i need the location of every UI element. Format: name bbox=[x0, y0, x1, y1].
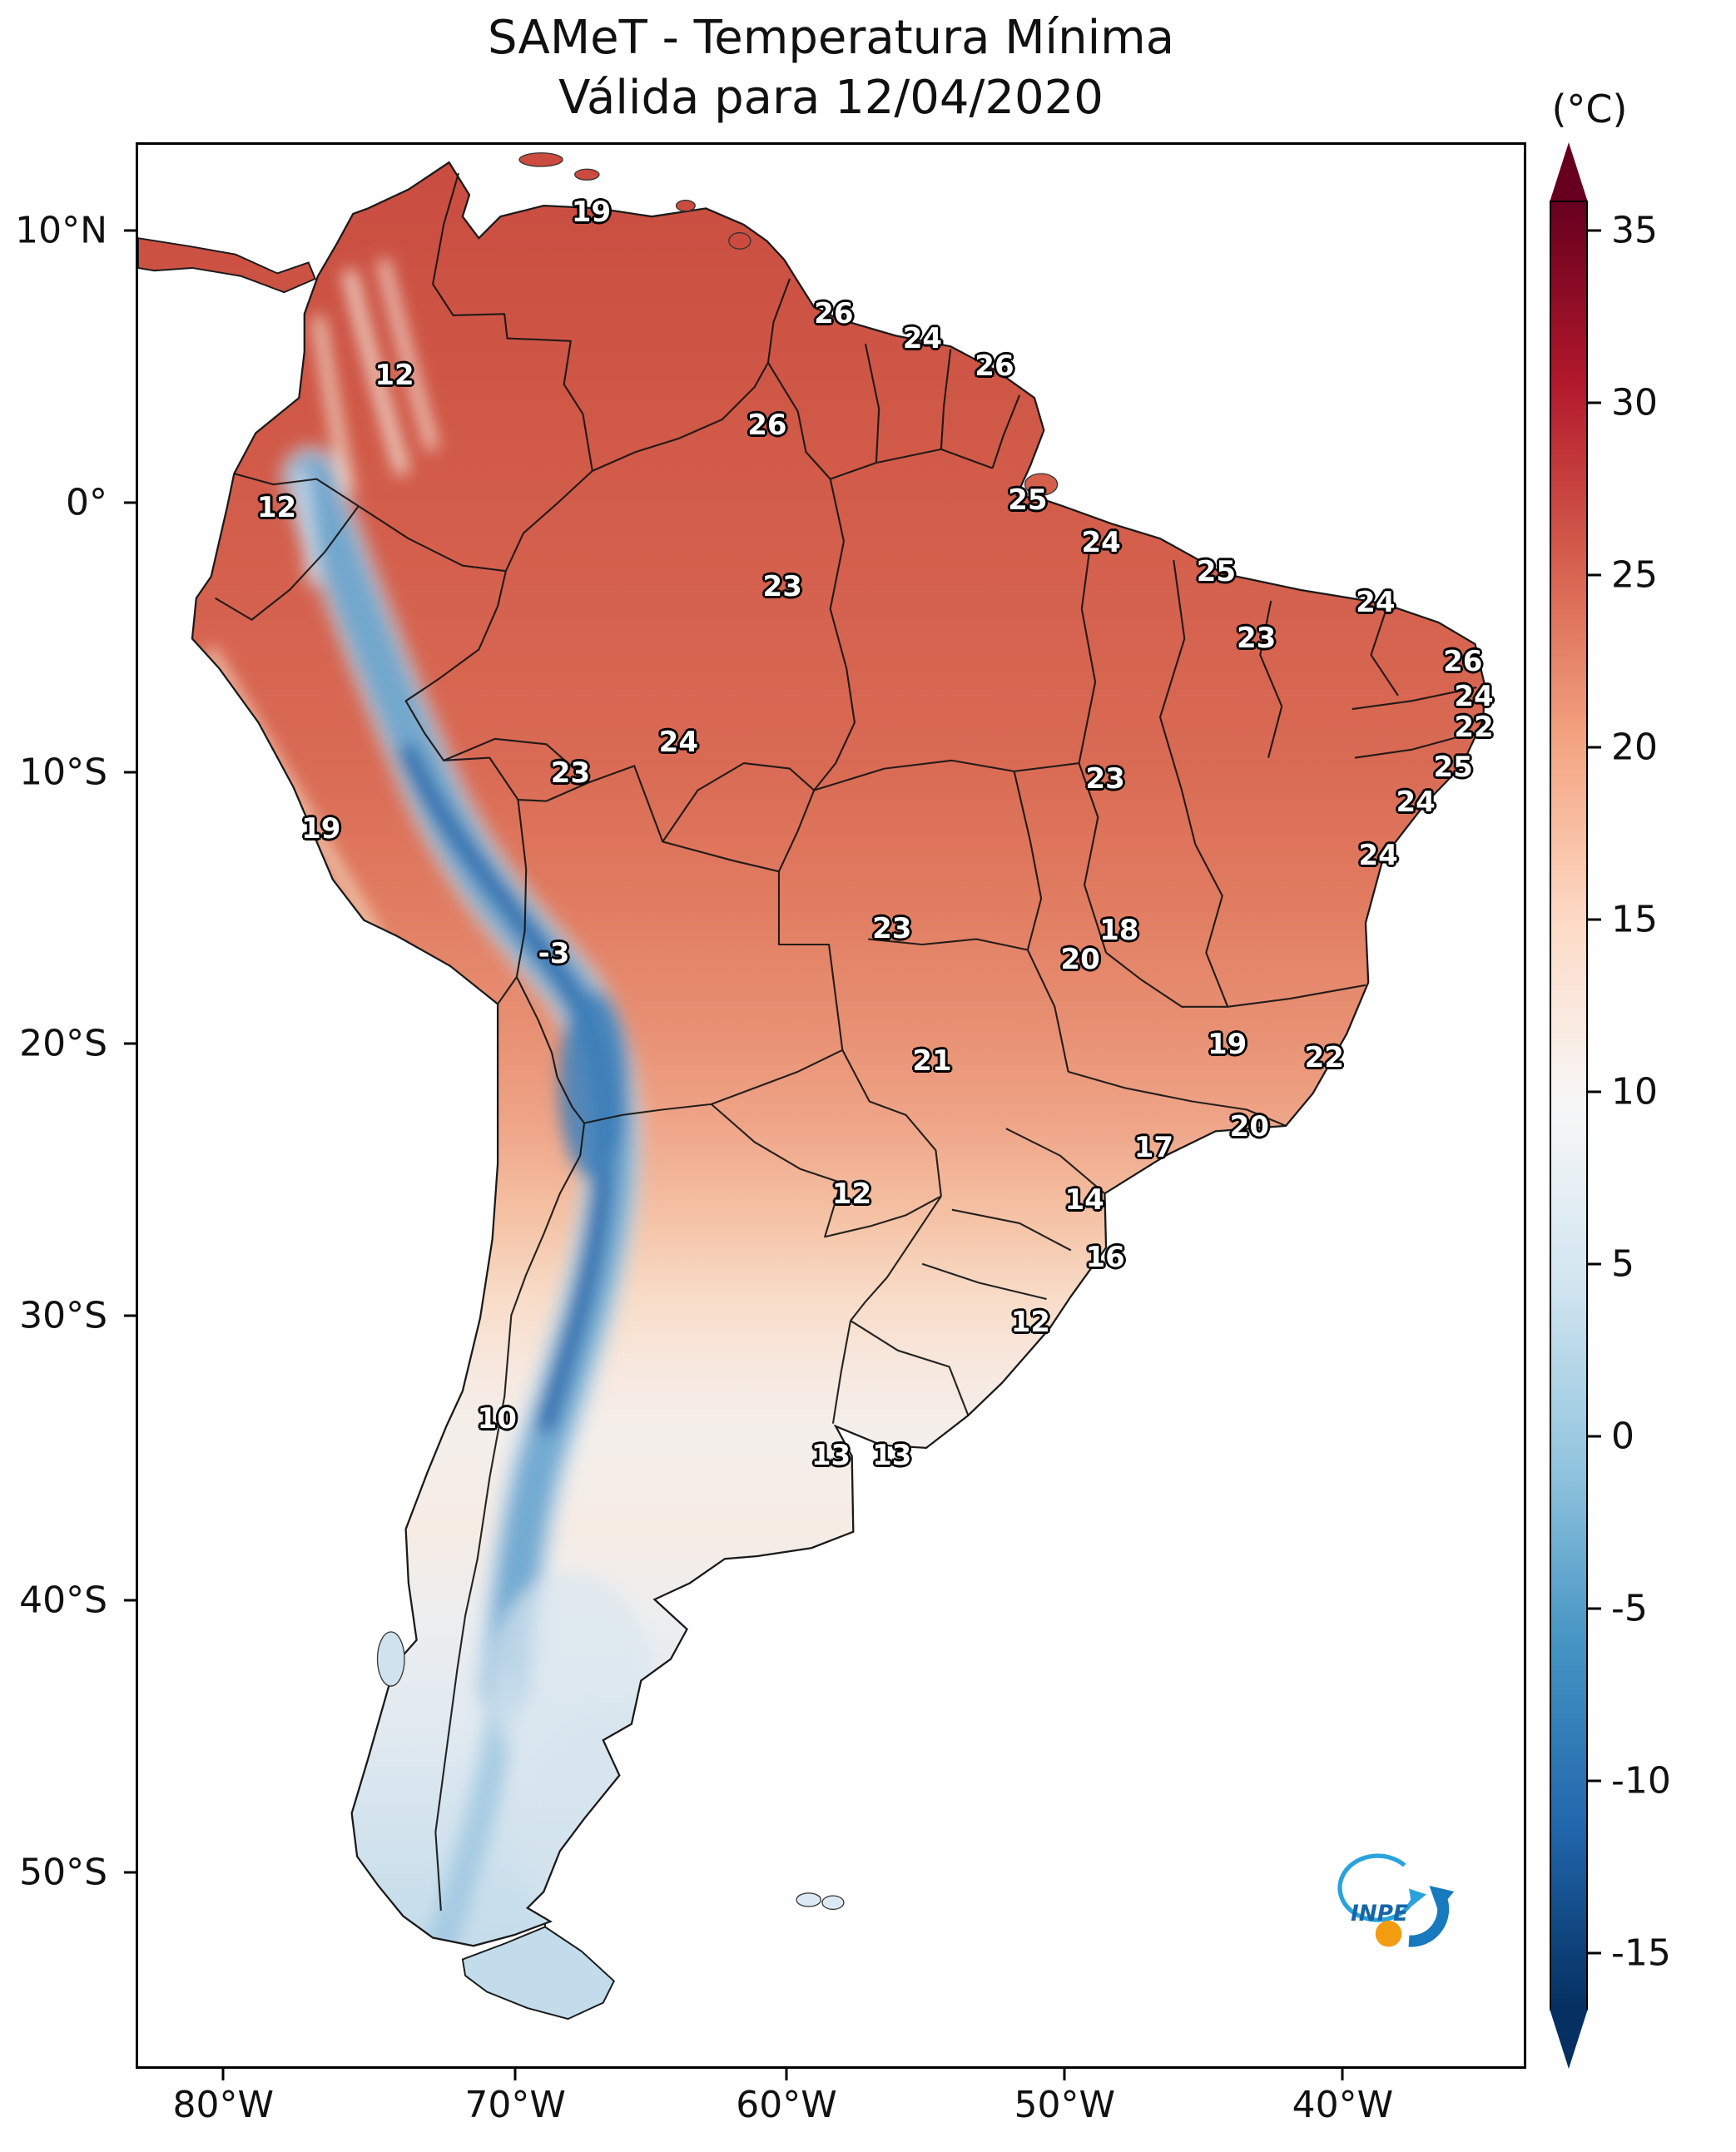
lon-tick-label: 60°W bbox=[736, 2084, 837, 2126]
colorbar-tick-label: 5 bbox=[1611, 1242, 1634, 1286]
colorbar-tick-label: -10 bbox=[1611, 1759, 1671, 1802]
page-title: SAMeT - Temperatura Mínima Válida para 1… bbox=[136, 8, 1526, 128]
lon-tick-mark bbox=[513, 2069, 517, 2080]
colorbar-tick-label: 0 bbox=[1611, 1415, 1634, 1458]
political-borders bbox=[215, 172, 1477, 1995]
colorbar-tick-label: -15 bbox=[1611, 1931, 1671, 1975]
colorbar-tick-label: 10 bbox=[1611, 1070, 1658, 1113]
colorbar-tick-mark bbox=[1588, 229, 1601, 232]
lon-tick-mark bbox=[221, 2069, 225, 2080]
colorbar-tick-label: 35 bbox=[1611, 209, 1658, 252]
lat-tick-mark bbox=[124, 1042, 136, 1045]
lon-tick-mark bbox=[785, 2069, 788, 2080]
lat-tick-mark bbox=[124, 1871, 136, 1874]
lon-tick-mark bbox=[1063, 2069, 1066, 2080]
colorbar-tick-label: 20 bbox=[1611, 726, 1658, 769]
colorbar-arrow-bottom bbox=[1550, 2009, 1588, 2069]
latitude-axis: 10°N 0° 10°S 20°S 30°S 40°S 50°S bbox=[0, 142, 136, 2069]
colorbar-tick-mark bbox=[1588, 401, 1601, 404]
colorbar-gradient bbox=[1550, 201, 1588, 2011]
south-america-map bbox=[138, 152, 1486, 2021]
lat-tick-mark bbox=[124, 1314, 136, 1317]
lon-tick-label: 70°W bbox=[464, 2084, 566, 2126]
colorbar-tick-mark bbox=[1588, 1779, 1601, 1783]
title-line1: SAMeT - Temperatura Mínima bbox=[487, 11, 1175, 65]
lat-tick-mark bbox=[124, 501, 136, 504]
lat-tick-label: 10°N bbox=[15, 209, 107, 252]
colorbar-tick-label: 15 bbox=[1611, 898, 1658, 941]
inpe-logo-text: INPE bbox=[1351, 1902, 1408, 1926]
colorbar-tick-mark bbox=[1588, 1607, 1601, 1610]
tierra-del-fuego bbox=[461, 1926, 615, 2021]
colorbar-tick-label: 25 bbox=[1611, 553, 1658, 597]
colorbar-arrow-top bbox=[1550, 142, 1588, 202]
lat-tick-label: 20°S bbox=[19, 1022, 107, 1065]
panama-strip bbox=[138, 237, 317, 294]
lat-tick-label: 10°S bbox=[19, 751, 107, 794]
lat-tick-label: 40°S bbox=[19, 1579, 107, 1622]
colorbar-tick-label: -5 bbox=[1611, 1587, 1648, 1630]
inpe-logo: INPE bbox=[1337, 1853, 1454, 1947]
longitude-axis: 80°W 70°W 60°W 50°W 40°W bbox=[136, 2069, 1526, 2135]
colorbar-tick-label: 30 bbox=[1611, 381, 1658, 424]
islands bbox=[376, 152, 1059, 1911]
lat-tick-mark bbox=[124, 1599, 136, 1602]
lat-tick-mark bbox=[124, 229, 136, 232]
colorbar: 35 30 25 20 15 10 5 0 -5 -10 -15 bbox=[1550, 142, 1736, 2069]
colorbar-tick-mark bbox=[1588, 1951, 1601, 1955]
title-line2: Válida para 12/04/2020 bbox=[558, 71, 1104, 125]
lat-tick-label: 30°S bbox=[19, 1294, 107, 1337]
lat-tick-label: 50°S bbox=[19, 1851, 107, 1894]
lon-tick-label: 80°W bbox=[172, 2084, 275, 2126]
colorbar-unit-label: (°C) bbox=[1551, 87, 1628, 131]
colorbar-tick-mark bbox=[1588, 573, 1601, 577]
map-canvas: 19 12 26 24 26 26 12 25 24 25 23 23 24 26 24 22 24 23 25 23… bbox=[136, 142, 1526, 2069]
lon-tick-mark bbox=[1341, 2069, 1344, 2080]
colorbar-tick-mark bbox=[1588, 1435, 1601, 1438]
colorbar-tick-mark bbox=[1588, 1262, 1601, 1266]
lon-tick-label: 50°W bbox=[1014, 2084, 1115, 2126]
lat-tick-mark bbox=[124, 771, 136, 774]
colorbar-tick-mark bbox=[1588, 746, 1601, 749]
colorbar-tick-mark bbox=[1588, 918, 1601, 921]
lat-tick-label: 0° bbox=[66, 481, 107, 524]
colorbar-tick-mark bbox=[1588, 1090, 1601, 1093]
lon-tick-label: 40°W bbox=[1292, 2084, 1394, 2126]
